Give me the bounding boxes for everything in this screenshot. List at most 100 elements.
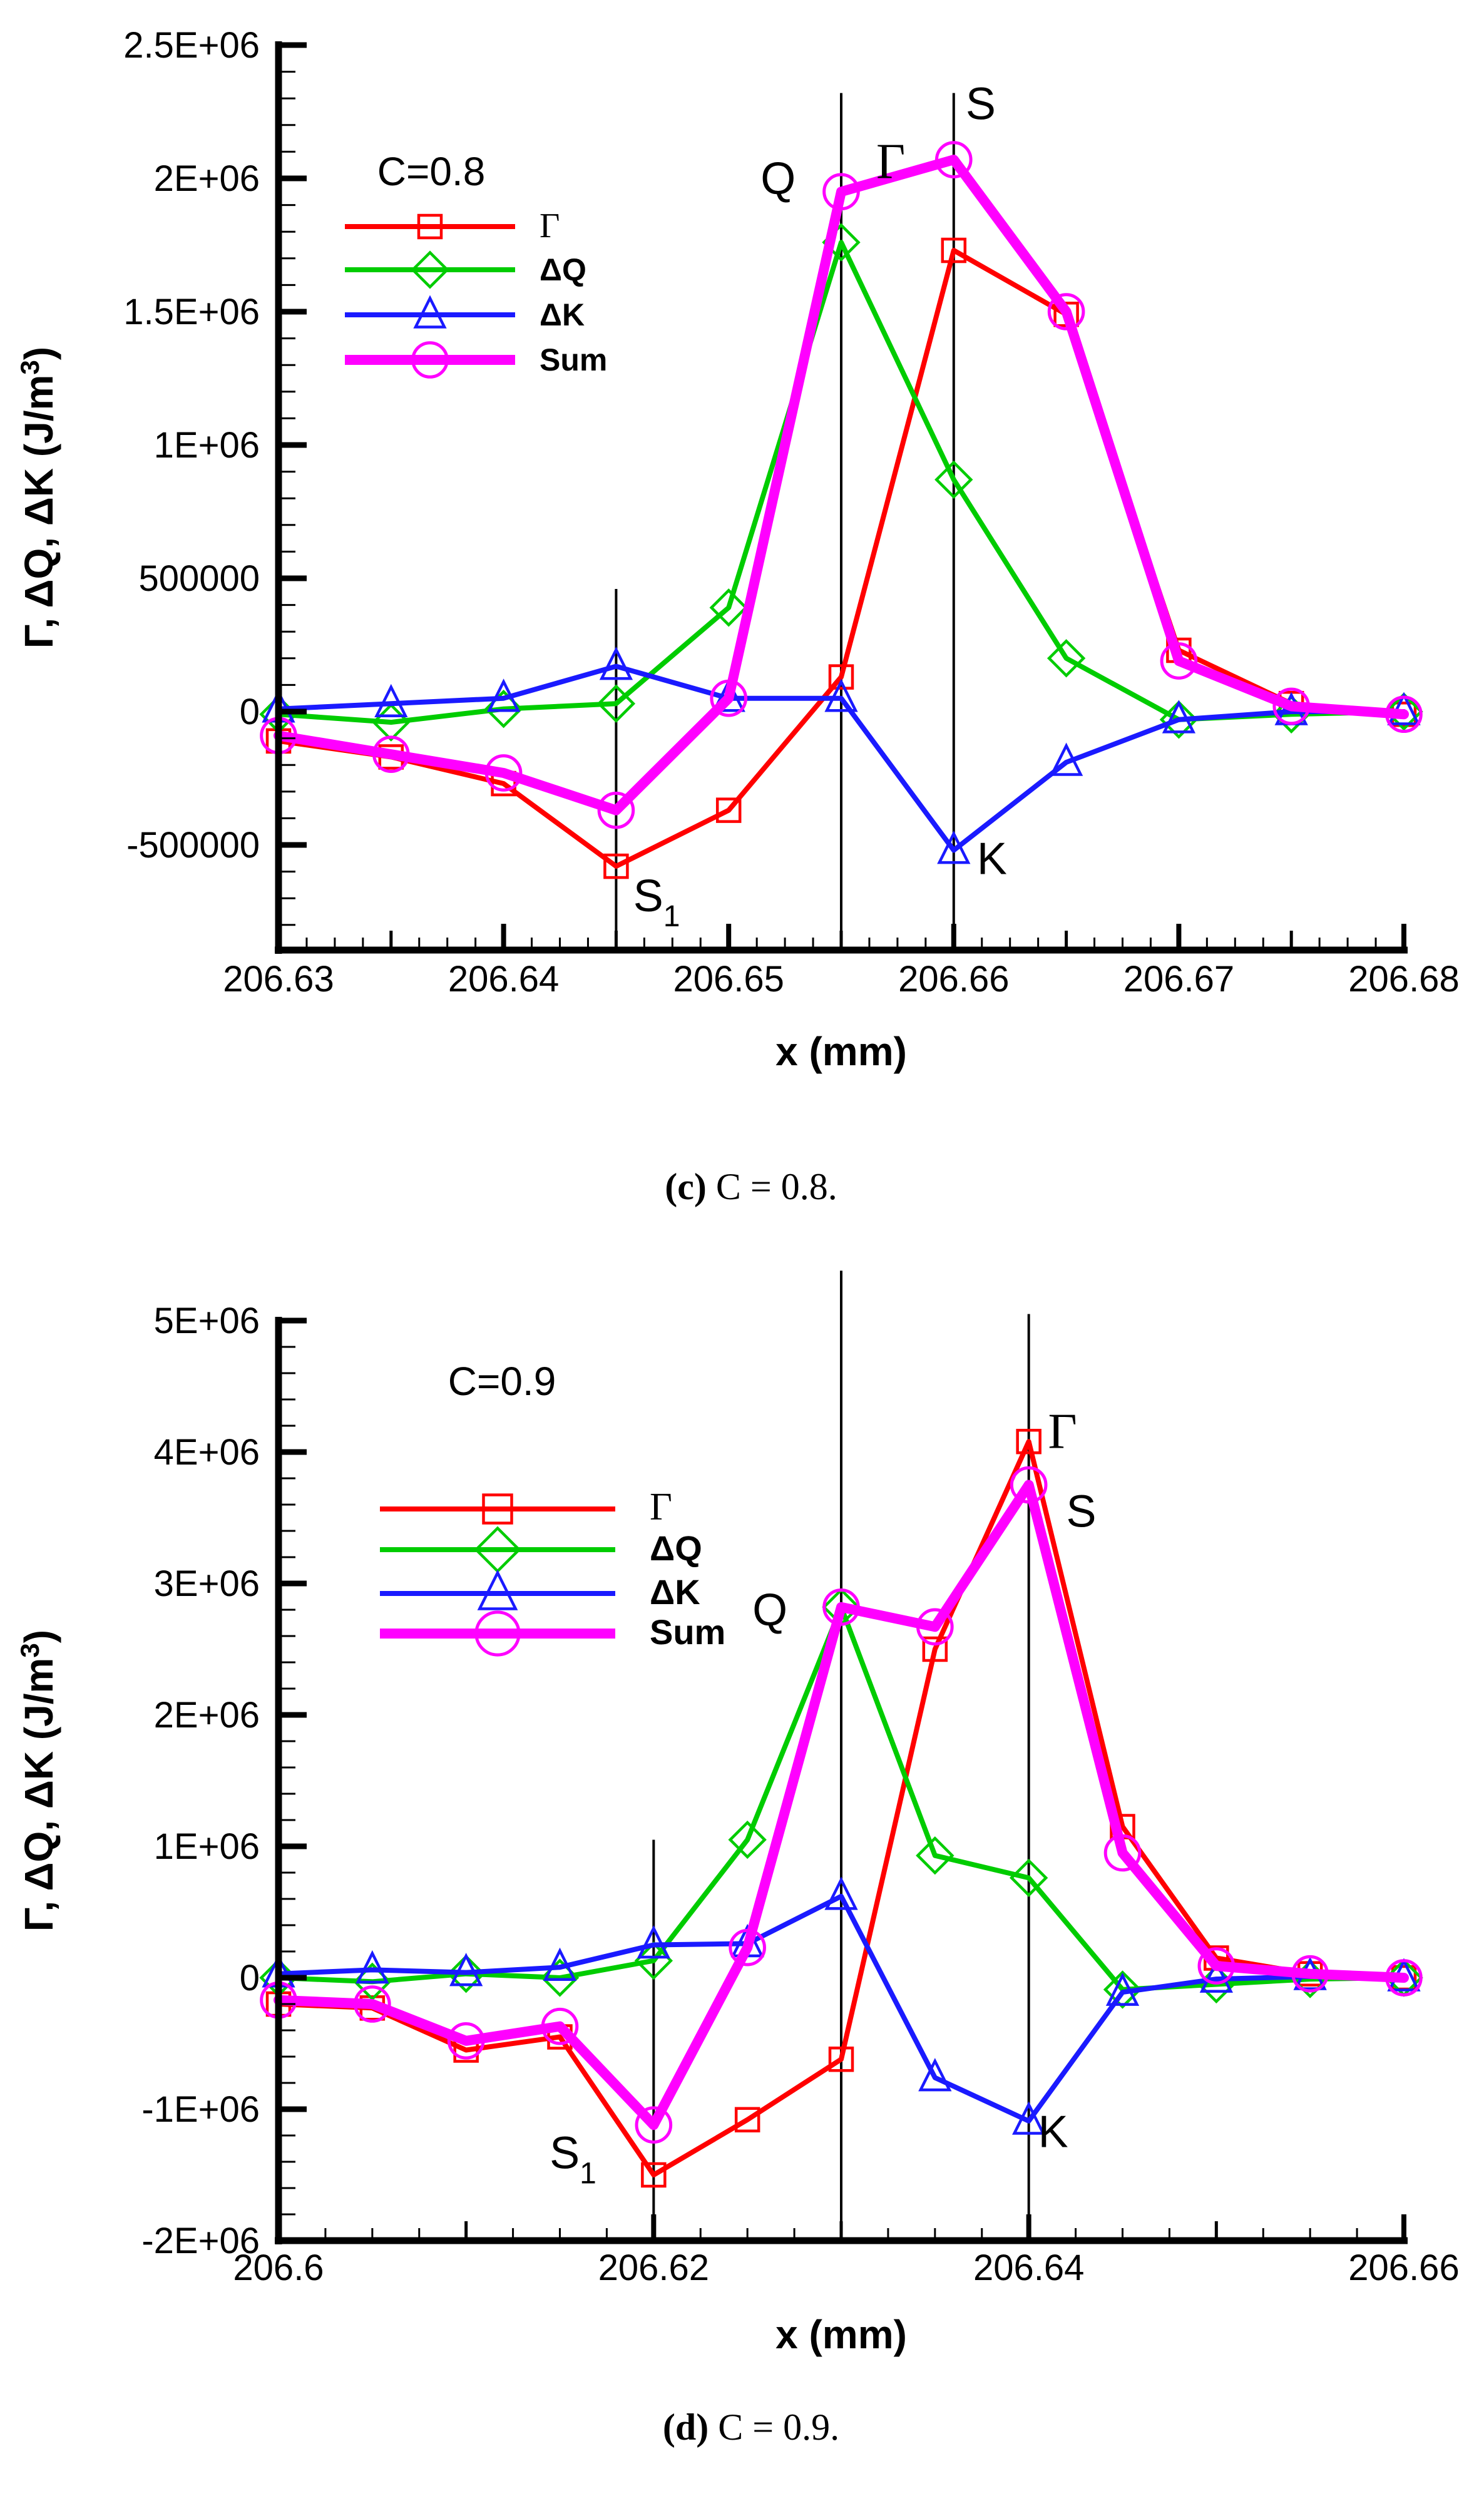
series-sum-marker	[541, 2007, 579, 2045]
series-delta-k-marker	[712, 678, 745, 712]
annotation-s: S	[1067, 1487, 1097, 1537]
series-delta-k-marker	[937, 831, 971, 864]
caption-d-label: (d)	[662, 2406, 709, 2448]
y-tick-label: 0	[240, 1958, 260, 1998]
series-delta-k-marker	[1105, 1972, 1140, 2006]
legend-label-delta-q: ΔQ	[650, 1528, 702, 1568]
caption-d: (d) C = 0.9.	[0, 2406, 1484, 2449]
x-axis-title: x (mm)	[775, 2312, 907, 2357]
series-gamma-marker	[828, 664, 854, 690]
y-tick-label: 1E+06	[154, 425, 260, 466]
legend-marker-gamma	[482, 1493, 513, 1525]
legend: Γ ΔQ ΔK Sum	[345, 207, 607, 379]
legend-label-sum: Sum	[540, 342, 607, 377]
legend-item-delta-q: ΔQ	[380, 1526, 702, 1573]
series-sum-marker	[1103, 1834, 1142, 1872]
legend-item-delta-q: ΔQ	[345, 250, 586, 289]
series-sum-marker	[822, 173, 860, 211]
legend-item-gamma: Γ	[380, 1486, 672, 1528]
y-tick-label: -2E+06	[141, 2221, 260, 2261]
series-delta-k-marker	[486, 678, 521, 712]
series-sum-marker	[1197, 1947, 1236, 1985]
legend-marker-delta-q	[411, 250, 449, 289]
y-tick-label: 2E+06	[154, 158, 260, 199]
x-tick-label: 206.63	[223, 959, 334, 1000]
y-tick-label: 4E+06	[154, 1432, 260, 1473]
series-sum-marker	[354, 1985, 391, 2023]
series-delta-k-marker	[374, 683, 408, 718]
series-sum-marker	[822, 1588, 860, 1626]
y-tick-label: 2.5E+06	[123, 25, 260, 66]
legend-marker-delta-q	[474, 1526, 521, 1573]
legend-item-delta-k: ΔK	[345, 295, 585, 332]
series-sum-marker	[1385, 695, 1423, 734]
y-axis-title: Γ, ΔQ, ΔK (J/m3)	[15, 1630, 61, 1931]
series-delta-q-marker	[372, 703, 411, 742]
series-sum-marker	[1385, 1959, 1423, 1997]
series-sum-marker	[597, 791, 635, 829]
series-gamma-marker	[734, 2107, 760, 2133]
series-sum-marker	[1160, 642, 1198, 680]
series-delta-k-line	[276, 663, 1406, 853]
series-sum-marker	[710, 679, 747, 717]
x-tick-label: 206.66	[1348, 2248, 1459, 2288]
caption-c-label: (c)	[665, 1166, 707, 1207]
legend-label-gamma: Γ	[540, 207, 560, 245]
legend-item-delta-k: ΔK	[380, 1569, 700, 1612]
chart-title: C=0.8	[377, 149, 486, 194]
series-sum-marker	[635, 2106, 673, 2144]
series-delta-q-marker	[634, 1941, 673, 1980]
y-tick-label: 5E+06	[154, 1301, 260, 1341]
series-delta-q-marker	[1009, 1858, 1048, 1898]
series-sum-marker	[729, 1928, 766, 1966]
x-axis-title: x (mm)	[775, 1029, 907, 1074]
series-gamma-marker	[828, 2046, 854, 2072]
y-axis-title: Γ, ΔQ, ΔK (J/m3)	[15, 347, 61, 648]
series-gamma-marker	[1016, 1428, 1041, 1455]
legend-label-delta-k: ΔK	[540, 297, 585, 332]
series-delta-q-marker	[934, 460, 973, 499]
legend-label-sum: Sum	[650, 1612, 725, 1652]
series-delta-k-marker	[637, 1925, 670, 1959]
legend-label-delta-q: ΔQ	[540, 252, 586, 287]
series-delta-k-marker	[1199, 1959, 1233, 1993]
annotation-k: K	[1038, 2107, 1068, 2157]
series-delta-k-marker	[1049, 742, 1083, 776]
caption-c-text: C = 0.8.	[706, 1166, 837, 1207]
series-sum-marker	[1291, 1955, 1329, 1993]
legend-marker-gamma	[417, 213, 443, 240]
x-tick-label: 206.66	[898, 959, 1009, 1000]
series-gamma-marker	[603, 853, 629, 879]
series-delta-k-marker	[449, 1953, 483, 1987]
annotation-gamma: Γ	[876, 134, 905, 189]
annotation-k: K	[977, 834, 1007, 884]
annotation-s1: S1	[550, 2128, 596, 2190]
annotation-s1: S1	[633, 871, 680, 933]
series-sum-marker	[447, 2022, 485, 2060]
series-gamma-marker	[922, 1636, 948, 1662]
series-delta-k-marker	[543, 1947, 577, 1981]
series-sum-marker	[1010, 1466, 1048, 1504]
x-tick-label: 206.6	[233, 2248, 324, 2288]
series-delta-k-marker	[824, 1876, 858, 1910]
annotation-q: Q	[760, 154, 796, 204]
series-gamma-marker	[941, 237, 967, 263]
legend-marker-delta-k	[413, 295, 447, 329]
legend-item-sum: Sum	[345, 341, 607, 379]
series-delta-k-marker	[1012, 2101, 1046, 2135]
y-tick-label: 500000	[138, 558, 260, 599]
axes	[275, 41, 1408, 954]
annotation-s: S	[966, 79, 996, 130]
series-delta-k-line	[276, 1893, 1406, 2124]
caption-d-text: C = 0.9.	[709, 2406, 840, 2448]
series-delta-q-marker	[1046, 639, 1086, 678]
series-sum-marker	[1047, 293, 1085, 330]
x-tick-label: 206.64	[973, 2248, 1084, 2288]
series-sum-line	[274, 155, 1409, 816]
series-sum-marker	[935, 141, 973, 178]
series-delta-k-marker	[918, 2058, 952, 2092]
x-tick-label: 206.62	[598, 2248, 709, 2288]
legend-marker-delta-k	[477, 1569, 518, 1610]
